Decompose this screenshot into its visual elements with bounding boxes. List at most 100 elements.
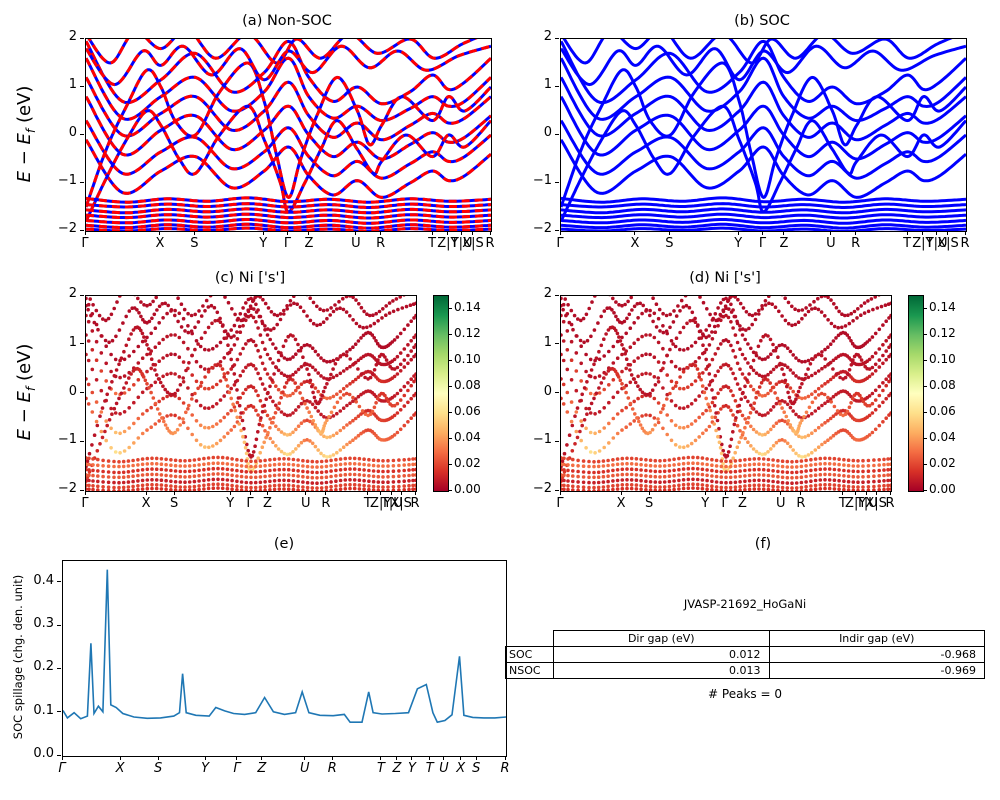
x-tick-mark (429, 756, 431, 760)
colorbar-tick-mark (923, 333, 927, 335)
x-tick-label: Z (779, 236, 789, 251)
panel-c-projected-bands (85, 295, 417, 492)
x-tick-mark (266, 491, 268, 495)
y-tick-label: −1 (57, 432, 77, 448)
x-tick-mark (61, 756, 63, 760)
y-tick-mark (57, 581, 61, 583)
x-tick-mark (325, 491, 327, 495)
ylabel-energy-row1: E − Ef (eV) (14, 86, 38, 183)
x-tick-mark (380, 231, 382, 235)
x-tick-mark (396, 756, 398, 760)
x-tick-label: X|S (462, 236, 484, 251)
colorbar-tick-label: 0.00 (454, 482, 481, 496)
x-tick-label: S (153, 761, 163, 776)
y-tick-mark (555, 37, 559, 39)
x-tick-label: Γ (246, 496, 254, 511)
x-tick-mark (724, 491, 726, 495)
panel-e-title: (e) (273, 536, 295, 552)
colorbar-tick-mark (448, 489, 452, 491)
panel-b-title: (b) SOC (734, 13, 790, 29)
colorbar-tick-label: 0.04 (454, 430, 481, 444)
x-tick-label: U (439, 761, 449, 776)
row-label-soc: SOC (505, 646, 554, 663)
y-tick-mark (80, 229, 84, 231)
bands-plot-a (86, 39, 491, 231)
x-tick-label: T|U (380, 496, 403, 511)
panel-a-title: (a) Non-SOC (242, 13, 332, 29)
y-tick-mark (80, 133, 84, 135)
x-tick-label: R (321, 496, 331, 511)
x-tick-label: U (776, 496, 786, 511)
y-tick-label: 0.1 (33, 702, 54, 718)
x-tick-label: R (960, 236, 970, 251)
x-tick-mark (229, 491, 231, 495)
x-tick-label: Γ (283, 236, 292, 251)
gap-table: Dir gap (eV) Indir gap (eV) SOC 0.012 -0… (505, 630, 985, 679)
colorbar-tick-mark (923, 385, 927, 387)
x-tick-label: Γ (81, 496, 89, 511)
colorbar-d (908, 295, 924, 492)
y-tick-mark (57, 667, 61, 669)
x-tick-mark (411, 756, 413, 760)
table-row-soc: SOC 0.012 -0.968 (505, 646, 985, 663)
x-tick-label: X (456, 761, 466, 776)
y-tick-label: 2 (543, 286, 552, 301)
y-tick-label: 0 (68, 383, 77, 399)
colorbar-tick-label: 0.14 (929, 300, 956, 314)
x-tick-label: U (351, 236, 361, 251)
x-tick-label: S (472, 761, 481, 776)
x-tick-mark (489, 231, 491, 235)
x-tick-mark (704, 491, 706, 495)
panel-e-spillage-plot (62, 560, 507, 757)
y-tick-label: −1 (532, 173, 552, 188)
y-tick-mark (555, 392, 559, 393)
x-tick-label: Y (734, 236, 743, 251)
colorbar-tick-label: 0.08 (929, 378, 956, 392)
y-tick-mark (555, 440, 559, 442)
x-tick-label: U (299, 761, 310, 776)
colorbar-tick-mark (448, 359, 452, 361)
x-tick-label: X (155, 236, 165, 251)
soc-dir-gap-value: 0.012 (553, 646, 770, 663)
colorbar-tick-mark (923, 411, 927, 413)
x-tick-mark (173, 491, 175, 495)
y-tick-label: 0.4 (33, 572, 54, 588)
x-tick-mark (866, 491, 868, 495)
panel-c-title: (c) Ni ['s'] (214, 270, 286, 286)
table-corner-cell (506, 631, 554, 647)
panel-d-title: (d) Ni ['s'] (689, 270, 761, 286)
x-tick-mark (648, 491, 650, 495)
y-tick-mark (57, 624, 61, 626)
nsoc-indir-gap-value: -0.969 (768, 662, 985, 679)
x-tick-label: S (665, 236, 674, 251)
x-tick-mark (447, 231, 449, 235)
x-tick-label: T (903, 236, 912, 251)
x-tick-mark (157, 756, 159, 760)
x-tick-label: S (644, 496, 654, 511)
x-tick-label: Γ (233, 761, 241, 776)
panel-a-nonsoc-bands (85, 38, 492, 232)
x-tick-mark (634, 231, 636, 235)
x-tick-mark (262, 231, 264, 235)
x-tick-label: T (376, 761, 385, 776)
x-tick-label: Z|Y (437, 236, 459, 251)
x-tick-mark (380, 491, 382, 495)
colorbar-tick-mark (448, 437, 452, 439)
x-tick-mark (668, 231, 670, 235)
x-tick-mark (559, 491, 561, 495)
y-tick-label: 0 (68, 125, 77, 140)
y-tick-mark (80, 37, 84, 39)
y-tick-mark (80, 181, 84, 183)
colorbar-tick-label: 0.12 (454, 326, 481, 340)
colorbar-tick-label: 0.10 (929, 352, 956, 366)
x-tick-mark (355, 231, 357, 235)
x-tick-mark (380, 756, 382, 760)
bands-plot-b (561, 39, 966, 231)
ylabel-spillage: SOC spillage (chg. den. unit) (11, 574, 25, 740)
x-tick-label: R (327, 761, 337, 776)
colorbar-tick-mark (923, 463, 927, 465)
x-tick-mark (762, 231, 763, 235)
y-tick-mark (555, 489, 559, 491)
bands-plot-d (561, 296, 891, 491)
